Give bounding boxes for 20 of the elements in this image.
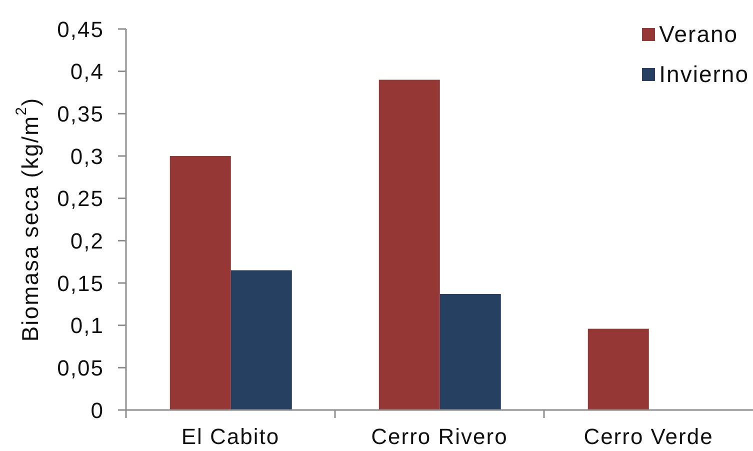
bar: [230, 270, 292, 410]
y-tick-label: 0,1: [70, 313, 104, 338]
y-tick-label: 0: [90, 398, 104, 423]
y-tick-label: 0,4: [70, 59, 104, 84]
y-tick-label: 0,35: [57, 101, 104, 126]
y-tick-label: 0,05: [57, 355, 104, 380]
bar: [170, 156, 231, 410]
x-tick-label: Cerro Rivero: [371, 424, 508, 449]
bar: [440, 294, 501, 410]
y-tick-label: 0,2: [70, 228, 104, 254]
y-tick-label: 0,25: [57, 186, 104, 212]
bar: [378, 80, 440, 410]
y-tick-label: 0,3: [70, 144, 104, 169]
y-tick-label: 0,15: [57, 270, 104, 296]
bar: [588, 328, 649, 410]
y-tick-label: 0,45: [57, 16, 104, 42]
x-tick-label: El Cabito: [181, 424, 280, 449]
legend-label: Invierno: [659, 60, 749, 88]
x-tick-label: Cerro Verde: [584, 424, 714, 449]
legend-label: Verano: [659, 20, 738, 48]
